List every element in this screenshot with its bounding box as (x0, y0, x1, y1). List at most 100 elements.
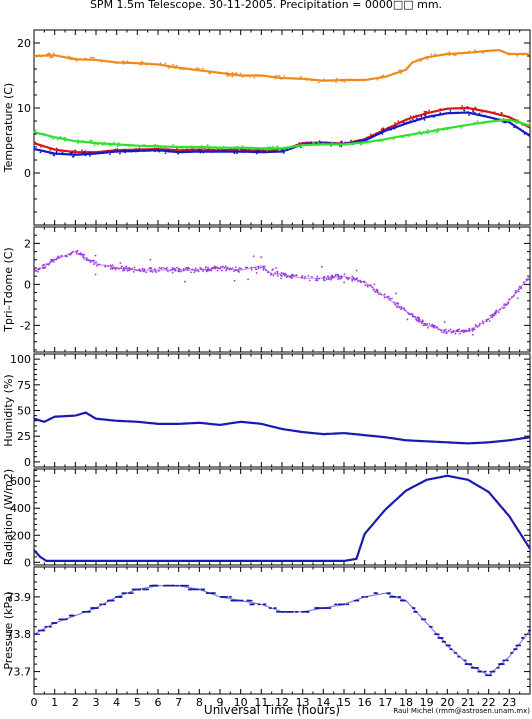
data-point (52, 52, 55, 55)
data-point (126, 269, 129, 272)
y-tick-label: 100 (10, 353, 31, 366)
data-point (279, 149, 281, 151)
data-point (438, 637, 442, 639)
data-point (455, 330, 458, 332)
data-point (485, 49, 488, 52)
data-point (134, 268, 136, 271)
series-line (33, 411, 531, 445)
data-point (348, 78, 351, 81)
data-point (77, 139, 80, 142)
data-point (51, 259, 53, 262)
data-point (437, 130, 440, 133)
data-point (515, 122, 518, 125)
data-point (334, 603, 338, 606)
data-point (246, 599, 250, 602)
data-point (201, 67, 204, 70)
data-point (398, 306, 401, 309)
data-point (466, 663, 470, 665)
data-point (337, 276, 340, 278)
data-point (439, 112, 442, 114)
data-point (215, 148, 217, 151)
panel-temperature: 0 10 20 Temperature (C) (2, 29, 531, 226)
data-point (199, 150, 202, 152)
data-point (310, 141, 312, 144)
data-point (122, 62, 125, 65)
data-point (179, 68, 182, 71)
data-point (182, 146, 185, 148)
data-point (448, 329, 450, 332)
data-point (502, 659, 506, 662)
data-point (502, 117, 505, 120)
data-point (35, 270, 37, 272)
data-point (409, 115, 412, 118)
data-point (149, 584, 153, 587)
data-point (158, 150, 161, 153)
data-point (374, 592, 378, 594)
data-point (350, 139, 353, 142)
data-point (130, 592, 134, 594)
data-point (224, 265, 227, 268)
data-point (167, 270, 169, 273)
data-point (82, 611, 86, 613)
data-point (180, 270, 183, 273)
data-point (185, 147, 188, 150)
data-point (452, 329, 455, 332)
data-point (83, 253, 86, 256)
data-point (273, 607, 277, 609)
data-point (128, 269, 130, 272)
data-point (99, 59, 102, 61)
data-point (343, 273, 346, 276)
data-point (249, 603, 253, 606)
data-point (522, 281, 525, 284)
data-point (133, 266, 136, 269)
data-point (81, 149, 83, 152)
data-point (94, 254, 97, 257)
data-point (478, 670, 482, 673)
data-point (454, 54, 457, 57)
x-tick-label: 14 (316, 696, 330, 709)
data-point (481, 320, 484, 322)
data-point (307, 79, 310, 81)
data-point (212, 267, 214, 269)
series-line (33, 250, 531, 333)
data-point (492, 313, 494, 316)
data-point (418, 319, 420, 322)
data-point (393, 301, 396, 304)
data-point (227, 75, 229, 77)
data-point (500, 118, 502, 120)
data-point (51, 56, 54, 59)
data-point (365, 139, 368, 142)
data-point (202, 151, 205, 154)
data-point (182, 269, 185, 272)
data-point (460, 127, 463, 129)
data-point (303, 277, 306, 280)
data-point (143, 150, 145, 153)
data-point (305, 141, 308, 144)
data-point (160, 267, 162, 270)
data-point (278, 611, 282, 613)
data-point (434, 633, 438, 636)
data-point (240, 267, 242, 270)
data-point (71, 56, 74, 59)
data-point (193, 269, 196, 271)
x-tick-label: 15 (337, 696, 351, 709)
data-point (75, 59, 78, 62)
data-point (202, 270, 205, 272)
x-tick-labels: 0 1 2 3 4 5 6 7 8 9 10 11 12 13 14 15 16 17 18 19 20 21 22 23 (31, 696, 517, 709)
series-0 (33, 584, 531, 677)
data-point (209, 592, 213, 594)
data-point (219, 147, 222, 150)
data-point (318, 140, 321, 143)
data-point (517, 644, 521, 647)
data-point (68, 57, 70, 60)
data-point (389, 297, 392, 300)
figure-title: SPM 1.5m Telescope. 30-11-2005. Precipit… (90, 0, 442, 11)
data-point (266, 271, 269, 274)
data-point (463, 109, 466, 112)
data-point (173, 67, 176, 69)
data-point (40, 629, 44, 632)
data-point (199, 151, 202, 154)
data-point (443, 330, 446, 333)
data-point (351, 279, 354, 282)
data-point (360, 143, 363, 146)
